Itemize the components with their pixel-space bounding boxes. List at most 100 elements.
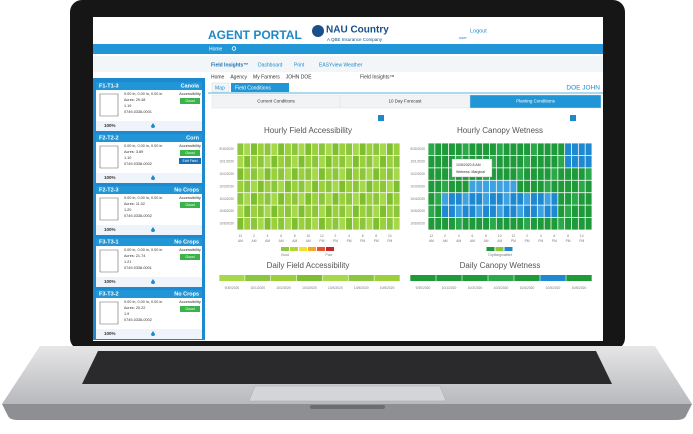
- heat-cell: [346, 217, 353, 230]
- heat-cell: [386, 143, 393, 156]
- heat-cell: [305, 155, 312, 168]
- field-status: Good: [185, 99, 194, 103]
- heat-cell: [558, 143, 565, 156]
- heat-cell: [359, 143, 366, 156]
- heat-cell: [435, 217, 442, 230]
- heat-cell: [359, 205, 366, 218]
- heat-cell: [352, 193, 359, 205]
- heat-cell: [544, 168, 551, 180]
- heat-cell: [544, 217, 551, 230]
- heat-cell: [448, 143, 455, 156]
- heat-cell: [585, 193, 592, 205]
- heat-cell: [462, 193, 469, 205]
- daily-segment: [436, 275, 462, 281]
- heat-cell: [503, 193, 510, 205]
- field-rain: 0.00 in, 0.00 in, 0.00 in: [124, 144, 162, 148]
- hour-period: AM: [443, 239, 448, 243]
- heat-cell: [469, 205, 476, 218]
- heat-cell: [517, 143, 524, 156]
- subtab[interactable]: [469, 94, 602, 109]
- hour-period: PM: [552, 239, 557, 243]
- drop-icon: [151, 227, 155, 232]
- breadcrumb[interactable]: Agency: [230, 74, 247, 80]
- heat-cell: [298, 205, 305, 218]
- breadcrumb[interactable]: My Farmers: [253, 74, 280, 80]
- print-icon[interactable]: [570, 115, 576, 121]
- field-shape: [99, 197, 119, 221]
- heat-cell: [332, 180, 339, 193]
- heat-cell: [244, 143, 251, 156]
- heat-cell: [585, 205, 592, 218]
- heat-cell: [435, 143, 442, 156]
- heat-cell: [366, 180, 373, 193]
- subtab-label[interactable]: Current Conditions: [257, 99, 295, 104]
- heat-cell: [332, 168, 339, 180]
- edit-field[interactable]: Edit Field: [183, 159, 198, 163]
- portal-title: AGENT PORTAL: [208, 28, 302, 42]
- hour-period: PM: [360, 239, 365, 243]
- heat-cell: [284, 193, 291, 205]
- hinge-notch: [310, 405, 385, 409]
- heat-cell: [250, 217, 257, 230]
- heat-cell: [489, 143, 496, 156]
- heat-cell: [359, 168, 366, 180]
- breadcrumb[interactable]: Home: [211, 74, 225, 80]
- heat-cell: [442, 217, 449, 230]
- field-id: 0749-0338-0001: [124, 266, 152, 270]
- heat-cell: [462, 180, 469, 193]
- heat-cell: [244, 168, 251, 180]
- heat-cell: [428, 155, 435, 168]
- field-status: Good: [185, 203, 194, 207]
- heat-cell: [442, 205, 449, 218]
- heat-cell: [332, 217, 339, 230]
- daily-segment: [322, 275, 348, 281]
- heat-cell: [551, 143, 558, 156]
- heat-cell: [298, 168, 305, 180]
- print-icon[interactable]: [378, 115, 384, 121]
- field-shape: [99, 145, 119, 169]
- toolbar-link[interactable]: Print: [294, 62, 305, 68]
- logout-link[interactable]: Logout: [470, 28, 487, 34]
- heat-cell: [305, 180, 312, 193]
- breadcrumb[interactable]: JOHN DOE: [286, 74, 313, 80]
- heat-cell: [325, 155, 332, 168]
- heat-cell: [298, 193, 305, 205]
- subtab-label[interactable]: 10 Day Forecast: [388, 99, 422, 104]
- daily-segment: [566, 275, 592, 281]
- heat-cell: [271, 143, 278, 156]
- toolbar-link[interactable]: Dashboard: [258, 62, 283, 68]
- heat-cell: [237, 217, 244, 230]
- heat-cell: [393, 143, 400, 156]
- field-ratio: 1.10: [124, 156, 131, 160]
- field-card-header: [96, 290, 202, 298]
- search-icon[interactable]: [231, 46, 237, 51]
- hour-label: 4: [348, 234, 350, 238]
- status-button: [180, 254, 200, 260]
- heat-cell: [284, 205, 291, 218]
- heat-cell: [544, 143, 551, 156]
- heat-cell: [332, 193, 339, 205]
- subtab-label[interactable]: Planting Conditions: [516, 99, 556, 104]
- user-label: user: [459, 35, 467, 40]
- heat-cell: [284, 155, 291, 168]
- legend-label: Wet: [506, 253, 512, 257]
- date-label: 9/30/2020: [410, 147, 425, 151]
- tab[interactable]: Field Conditions: [235, 85, 271, 91]
- nav-home[interactable]: Home: [209, 46, 223, 52]
- heat-cell: [352, 168, 359, 180]
- hour-period: PM: [579, 239, 584, 243]
- heat-cell: [537, 217, 544, 230]
- heat-cell: [257, 217, 264, 230]
- heat-cell: [585, 180, 592, 193]
- toolbar-link[interactable]: EASYview Weather: [319, 62, 363, 68]
- card-footer: [96, 277, 202, 287]
- heat-cell: [318, 155, 325, 168]
- edit-button[interactable]: [179, 158, 201, 164]
- daily-segment: [374, 275, 400, 281]
- field-status-label: Accessibility: [179, 195, 201, 200]
- heat-cell: [510, 168, 517, 180]
- heat-cell: [503, 155, 510, 168]
- heat-cell: [291, 180, 298, 193]
- hour-label: 4: [540, 234, 542, 238]
- tab[interactable]: Map: [215, 85, 225, 91]
